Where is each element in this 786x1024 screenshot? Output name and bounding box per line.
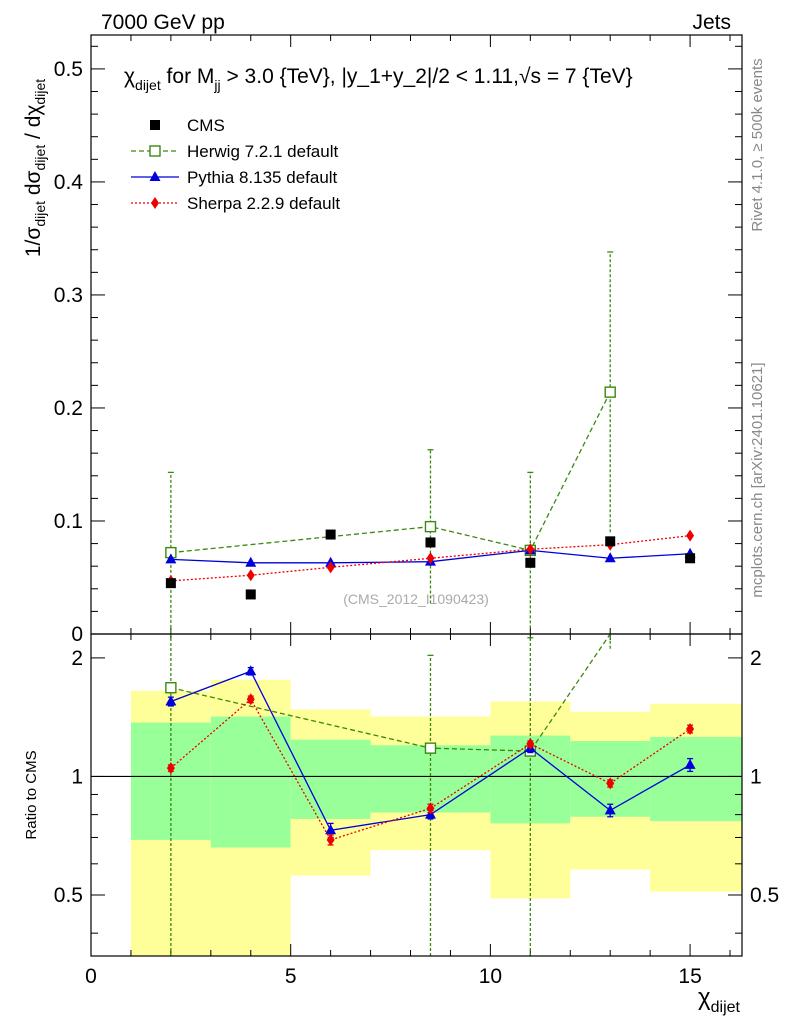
legend: CMS Herwig 7.2.1 default Pythia 8.135 defa… <box>131 116 340 213</box>
herwig-main-line <box>170 391 611 554</box>
cms-data-point <box>425 537 436 548</box>
legend-marker <box>150 120 160 130</box>
ratio-band-inner <box>210 716 291 848</box>
legend-label: CMS <box>187 116 225 135</box>
main-y-axis-label: 1/σdijet dσdijet / dχdijet <box>22 79 48 257</box>
sherpa-main-point <box>326 561 335 574</box>
sherpa-ratio-point <box>686 722 695 735</box>
ratio-y-tick-label: 0.5 <box>54 884 83 907</box>
pythia-main-point <box>165 553 177 564</box>
x-tick-label: 5 <box>285 965 297 988</box>
ratio-y-tick-label: 2 <box>71 647 83 670</box>
cms-data-point <box>245 589 256 600</box>
pythia-ratio-point <box>604 804 616 815</box>
herwig-main-point <box>424 520 437 533</box>
ratio-panel-frame <box>90 633 743 957</box>
main-y-tick-label: 0.2 <box>54 397 83 420</box>
sherpa-ratio-point <box>606 777 615 790</box>
sherpa-ratio-point <box>326 833 335 846</box>
sherpa-ratio-point <box>526 737 535 750</box>
ratio-y-tick-label-right: 1 <box>750 765 762 788</box>
x-axis-label: χdijet <box>698 984 741 1016</box>
rivet-version-label: Rivet 4.1.0, ≥ 500k events <box>749 58 766 231</box>
herwig-ratio-line <box>170 633 611 752</box>
herwig-ratio-point <box>165 682 177 694</box>
main-y-tick-label: 0 <box>71 623 83 646</box>
svg-text:1/σdijet dσdijet / dχdijet: 1/σdijet dσdijet / dχdijet <box>22 79 48 257</box>
legend-label: Herwig 7.2.1 default <box>187 142 338 161</box>
pythia-main-point <box>245 556 257 567</box>
analysis-watermark: (CMS_2012_I1090423) <box>343 591 489 607</box>
sherpa-ratio-point <box>246 693 255 706</box>
main-panel: 0 0.1 0.2 0.3 0.4 0.5 χdijet for Mjj > 3.0 {T… <box>54 34 743 646</box>
cms-data-point <box>525 557 536 568</box>
ratio-panel: 0 5 10 15 0.5 0.5 1 1 2 2 <box>54 633 779 988</box>
main-y-tick-label: 0.5 <box>54 58 83 81</box>
cms-data-point <box>325 529 336 540</box>
x-tick-label: 0 <box>85 965 97 988</box>
cms-data-point <box>685 553 696 564</box>
main-y-tick-label: 0.3 <box>54 284 83 307</box>
legend-label: Sherpa 2.2.9 default <box>187 194 340 213</box>
ratio-y-tick-label-right: 0.5 <box>750 884 779 907</box>
sherpa-main-point <box>686 529 695 542</box>
main-y-tick-label: 0.1 <box>54 510 83 533</box>
x-tick-label: 15 <box>678 965 701 988</box>
sherpa-main-point <box>426 552 435 565</box>
mcplots-label: mcplots.cern.ch [arXiv:2401.10621] <box>749 362 766 597</box>
header-energy-label: 7000 GeV pp <box>101 11 225 34</box>
pythia-ratio-point <box>245 665 257 676</box>
legend-marker <box>149 171 161 181</box>
sherpa-ratio-point <box>166 762 175 775</box>
ratio-y-tick-label: 1 <box>71 765 83 788</box>
pythia-ratio-point <box>165 695 177 706</box>
svg-text:χdijet: χdijet <box>698 984 741 1016</box>
herwig-ratio-point <box>424 742 437 754</box>
ratio-y-tick-label-right: 2 <box>750 647 762 670</box>
pythia-ratio-point <box>684 758 696 769</box>
herwig-main-point <box>604 386 616 398</box>
header-category-label: Jets <box>692 11 731 34</box>
sherpa-main-point <box>526 543 535 556</box>
ratio-y-axis-label: Ratio to CMS <box>23 750 40 839</box>
cms-data-point <box>165 578 176 589</box>
x-tick-label: 10 <box>479 965 502 988</box>
cms-data-point <box>605 536 616 547</box>
main-y-tick-label: 0.4 <box>54 171 84 194</box>
legend-marker <box>151 197 159 209</box>
pythia-ratio-point <box>325 824 337 835</box>
legend-marker <box>149 145 161 157</box>
ratio-band-inner <box>290 739 371 819</box>
sherpa-ratio-point <box>426 802 435 815</box>
legend-label: Pythia 8.135 default <box>187 168 338 187</box>
chart-title: χdijet for Mjj > 3.0 {TeV}, |y_1+y_2|/2 … <box>124 65 633 93</box>
pythia-main-point <box>604 552 616 563</box>
sherpa-main-point <box>246 569 255 582</box>
